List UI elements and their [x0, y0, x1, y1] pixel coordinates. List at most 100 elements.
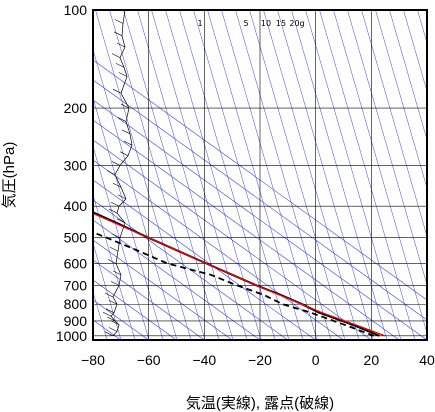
- isotherm-line: [93, 179, 316, 340]
- y-tick-label: 600: [64, 256, 88, 272]
- isotherm-lines: [93, 59, 427, 340]
- wind-barb: [116, 218, 126, 224]
- mixing-ratio-line: [179, 10, 276, 340]
- wind-barb: [105, 308, 115, 314]
- mixing-ratio-line: [375, 10, 427, 189]
- wind-barb: [112, 182, 122, 188]
- x-tick-label: −20: [248, 352, 272, 368]
- mixing-ratio-line: [389, 10, 427, 141]
- mixing-ratio-line: [151, 10, 248, 340]
- pressure-grid: [93, 10, 427, 340]
- wind-barb: [104, 331, 114, 337]
- wind-barb: [111, 161, 121, 166]
- x-tick-label: −80: [81, 352, 105, 368]
- y-axis-label: 気圧(hPa): [1, 142, 18, 209]
- y-tick-label: 900: [64, 313, 88, 329]
- y-tick-label: 100: [64, 2, 88, 18]
- isotherm-line: [93, 59, 427, 301]
- isotherm-line: [93, 239, 233, 340]
- mixing-ratio-label: 5: [243, 19, 248, 28]
- mixing-ratio-line: [95, 10, 192, 340]
- mixing-ratio-line: [291, 10, 388, 340]
- mixing-ratio-line: [93, 145, 150, 340]
- x-tick-label: −40: [192, 352, 216, 368]
- isotherm-line: [93, 199, 289, 340]
- mixing-ratio-line: [193, 10, 290, 340]
- isotherm-line: [93, 219, 261, 340]
- mixing-ratio-line: [207, 10, 304, 340]
- mixing-ratio-line: [235, 10, 332, 340]
- isotherm-line: [93, 139, 372, 340]
- x-tick-label: 20: [364, 352, 380, 368]
- isotherm-line: [93, 159, 344, 340]
- mixing-ratio-line: [319, 10, 416, 340]
- x-tick-label: −60: [137, 352, 161, 368]
- wind-barb: [119, 151, 129, 156]
- x-axis-label: 気温(実線), 露点(破線): [186, 395, 334, 412]
- mixing-ratio-label: 15: [276, 19, 286, 28]
- wind-barb: [115, 63, 125, 68]
- mixing-ratio-line: [249, 10, 346, 340]
- mixing-ratio-line: [361, 10, 427, 238]
- plot-frame: [92, 9, 428, 341]
- mixing-ratio-line: [431, 10, 435, 340]
- dewpoint-line: [93, 231, 375, 337]
- wind-barb: [116, 42, 126, 48]
- wind-barb: [112, 270, 122, 276]
- wind-barb: [112, 88, 122, 94]
- wind-barb: [111, 233, 121, 239]
- mixing-ratio-line: [263, 10, 360, 340]
- wind-barb: [104, 292, 114, 298]
- wind-barb: [106, 316, 116, 322]
- mixing-ratio-line: [403, 10, 427, 93]
- wind-barb: [102, 311, 112, 317]
- x-tick-label: 40: [419, 352, 435, 368]
- mixing-ratio-label: 20g: [289, 19, 304, 28]
- mixing-ratio-line: [347, 10, 427, 286]
- y-tick-label: 800: [64, 296, 88, 312]
- isotherm-line: [93, 319, 122, 340]
- wind-barb: [108, 327, 118, 332]
- mixing-ratio-label: 1: [197, 19, 202, 28]
- isotherm-line: [93, 99, 427, 340]
- isotherm-line: [93, 79, 427, 321]
- wind-barb: [108, 299, 118, 305]
- wind-barb: [110, 320, 120, 326]
- mixing-ratio-line: [333, 10, 427, 334]
- isotherm-line: [93, 279, 177, 340]
- isotherm-line: [93, 259, 205, 340]
- wind-profile-line: [110, 10, 133, 337]
- wind-barb: [108, 208, 118, 214]
- mixing-ratio-line: [277, 10, 374, 340]
- wind-barb: [118, 72, 128, 77]
- y-tick-label: 400: [64, 198, 88, 214]
- y-tick-label: 1000: [56, 328, 87, 344]
- wind-profile: [102, 10, 133, 337]
- wind-barb: [113, 31, 123, 37]
- mixing-ratio-line: [109, 10, 206, 340]
- wind-barb: [121, 129, 131, 135]
- wind-barb: [111, 53, 121, 58]
- parcel-line: [93, 212, 386, 337]
- mixing-ratio-line: [93, 48, 178, 340]
- y-tick-label: 200: [64, 100, 88, 116]
- wind-barb: [109, 246, 119, 252]
- wind-barb: [114, 19, 124, 24]
- y-tick-label: 500: [64, 230, 88, 246]
- mixing-ratio-line: [305, 10, 402, 340]
- mixing-ratio-line: [221, 10, 318, 340]
- mixing-ratio-label: 10: [261, 19, 271, 28]
- isotherm-line: [93, 119, 400, 340]
- wind-barb: [107, 259, 117, 264]
- wind-barb: [117, 117, 127, 122]
- wind-barb: [110, 201, 120, 207]
- sounding-series: [93, 211, 386, 337]
- mixing-ratio-line: [137, 10, 234, 340]
- x-tick-label: 0: [312, 352, 320, 368]
- mixing-ratio-line: [123, 10, 220, 340]
- wind-barb: [123, 140, 133, 146]
- wind-barb: [120, 103, 130, 109]
- y-tick-label: 700: [64, 277, 88, 293]
